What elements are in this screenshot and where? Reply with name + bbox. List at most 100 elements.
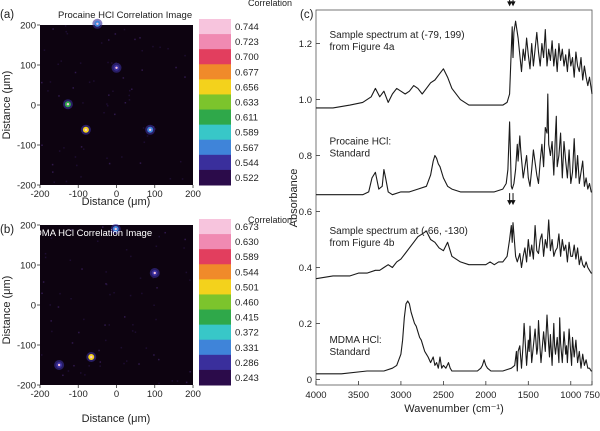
y-tick-label: 0 — [31, 301, 36, 312]
colorbar-a-label: Correlation — [248, 0, 292, 8]
heatmap-speckle — [145, 347, 148, 349]
colorbar-tick-label: 0.286 — [235, 358, 259, 369]
heatmap-speckle — [138, 363, 140, 365]
spectrum-annotation: Procaine HCl: — [329, 136, 391, 147]
heatmap-speckle — [108, 94, 110, 96]
heatmap-speckle — [99, 361, 102, 363]
colorbar-tick-label: 0.723 — [235, 37, 259, 48]
x-tick-label: -200 — [30, 389, 49, 400]
spectrum-annotation-line2: Standard — [329, 347, 370, 358]
heatmap-speckle — [84, 374, 86, 376]
heatmap-speckle — [78, 331, 80, 334]
heatmap-speckle — [125, 248, 128, 251]
heatmap-speckle — [159, 46, 161, 49]
heatmap-speckle — [129, 294, 132, 297]
heatmap-speckle — [40, 354, 43, 356]
heatmap-speckle — [153, 304, 155, 307]
spectrum-annotation-line2: from Figure 4b — [329, 238, 394, 249]
colorbar-tick-label: 0.372 — [235, 328, 259, 339]
hotspot-core — [90, 355, 93, 359]
colorbar-tick-label: 0.544 — [235, 267, 259, 278]
heatmap-speckle — [49, 81, 52, 83]
x-tick-label: 200 — [185, 389, 201, 400]
heatmap-speckle — [142, 127, 145, 129]
heatmap-speckle — [158, 382, 160, 385]
heatmap-b-plot-area — [40, 225, 193, 385]
heatmap-speckle — [80, 176, 82, 178]
panel-b: (b) MDMA HCl Correlation Image Correlati… — [0, 215, 292, 425]
heatmap-speckle — [143, 141, 146, 143]
colorbar-tick-label: 0.544 — [235, 158, 259, 169]
x-tick-label: 3000 — [390, 390, 411, 401]
heatmap-speckle — [58, 150, 61, 152]
heatmap-speckle — [74, 156, 77, 158]
heatmap-speckle — [158, 358, 160, 361]
y-tick-label: 200 — [20, 21, 36, 32]
heatmap-b-title: MDMA HCl Correlation Image — [27, 228, 152, 239]
heatmap-speckle — [104, 324, 106, 326]
colorbar-tick-label: 0.589 — [235, 128, 259, 139]
peak-arrow-head — [510, 1, 516, 7]
heatmap-a-title: Procaine HCl Correlation Image — [58, 10, 192, 21]
spectrum-annotations: Sample spectrum at (-79, 199)from Figure… — [329, 0, 516, 358]
heatmap-speckle — [72, 87, 74, 89]
heatmap-speckle — [99, 365, 101, 367]
colorbar-b-label: Correlation — [248, 215, 292, 225]
heatmap-speckle — [184, 76, 186, 78]
heatmap-speckle — [123, 28, 126, 31]
spectrum-xlabel: Wavenumber (cm⁻¹) — [404, 403, 504, 415]
heatmap-speckle — [69, 259, 72, 262]
heatmap-speckle — [106, 103, 108, 105]
hotspot-core — [66, 103, 70, 106]
heatmap-speckle — [49, 304, 52, 306]
colorbar-swatch — [199, 19, 231, 35]
heatmap-speckle — [52, 28, 54, 30]
heatmap-b-ylabel: Distance (μm) — [1, 276, 13, 345]
heatmap-speckle — [52, 171, 54, 173]
heatmap-speckle — [93, 80, 95, 82]
heatmap-speckle — [51, 163, 54, 166]
x-tick-label: 2000 — [475, 390, 496, 401]
colorbar-tick-label: 0.700 — [235, 52, 259, 63]
hotspot-core — [57, 363, 61, 367]
heatmap-speckle — [43, 49, 46, 51]
y-tick-label: 100 — [20, 261, 36, 272]
heatmap-speckle — [47, 90, 49, 92]
heatmap-speckle — [105, 283, 107, 285]
heatmap-speckle — [88, 81, 91, 83]
colorbar-swatch — [199, 339, 231, 356]
heatmap-speckle — [79, 372, 82, 374]
heatmap-speckle — [70, 297, 72, 300]
colorbar-swatch — [199, 79, 231, 95]
colorbar-tick-label: 0.611 — [235, 113, 258, 124]
colorbar-tick-label: 0.677 — [235, 67, 259, 78]
colorbar-tick-label: 0.589 — [235, 252, 259, 263]
colorbar-swatch — [199, 369, 231, 386]
x-tick-label: 3500 — [348, 390, 369, 401]
heatmap-speckle — [58, 95, 60, 97]
y-tick-label: -100 — [17, 341, 36, 352]
heatmap-speckle — [113, 292, 115, 294]
heatmap-speckle — [105, 339, 107, 342]
colorbar-swatch — [199, 324, 231, 341]
heatmap-speckle — [44, 256, 47, 259]
colorbar-tick-label: 0.567 — [235, 143, 259, 154]
x-tick-label: 200 — [185, 189, 201, 200]
y-tick-label: -200 — [17, 381, 36, 392]
y-tick-label: 1.0 — [299, 95, 312, 106]
heatmap-speckle — [66, 32, 69, 35]
heatmap-speckle — [184, 54, 186, 57]
colorbar-tick-label: 0.331 — [235, 343, 259, 354]
heatmap-speckle — [175, 66, 177, 69]
x-tick-label: 100 — [147, 389, 163, 400]
heatmap-speckle — [96, 240, 99, 242]
panel-c-label: (c) — [300, 9, 314, 21]
colorbar-swatch — [199, 264, 231, 280]
panel-b-label: (b) — [0, 224, 14, 236]
colorbar-tick-label: 0.673 — [235, 222, 259, 233]
heatmap-speckle — [111, 62, 113, 64]
heatmap-speckle — [130, 255, 132, 258]
x-tick-label: -100 — [69, 389, 88, 400]
x-tick-label: 0 — [114, 189, 119, 200]
